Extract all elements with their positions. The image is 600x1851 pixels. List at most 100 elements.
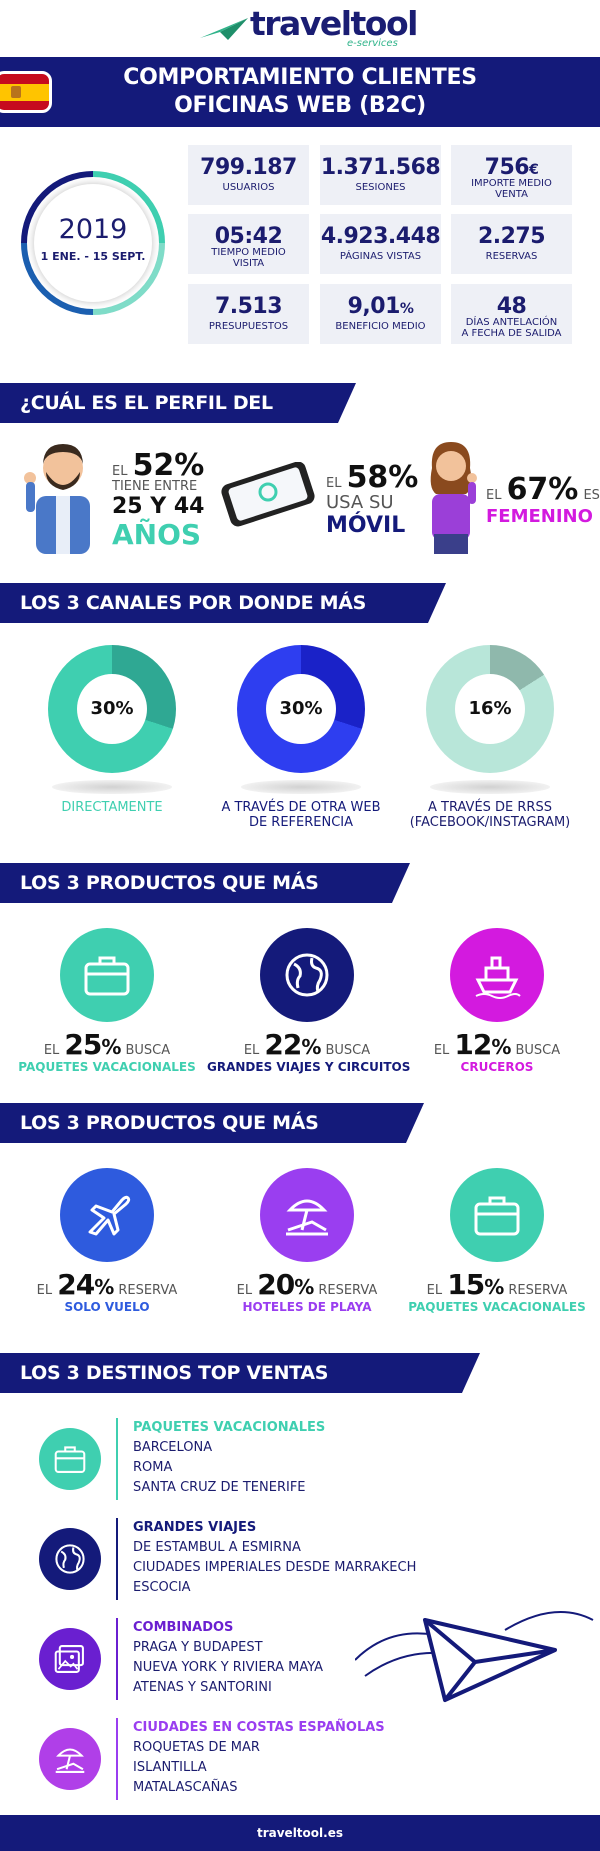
period-range: 1 ENE. - 15 SEPT.	[40, 250, 146, 263]
stat-label: BENEFICIO MEDIO	[320, 321, 441, 332]
searched-product-name: GRANDES VIAJES Y CIRCUITOS	[207, 1060, 411, 1074]
channel-label: A TRAVÉS DE RRSS (FACEBOOK/INSTAGRAM)	[390, 800, 590, 830]
man-illustration-icon	[24, 444, 90, 554]
stat-label: PÁGINAS VISTAS	[320, 251, 441, 262]
channel-label-line1: DIRECTAMENTE	[61, 800, 163, 815]
logo-brand: traveltool	[250, 4, 418, 43]
stat-label-line1: USUARIOS	[222, 182, 275, 193]
destination-item: PRAGA Y BUDAPEST	[133, 1640, 263, 1655]
destination-item: MATALASCAÑAS	[133, 1780, 238, 1795]
destination-group-title: PAQUETES VACACIONALES	[133, 1420, 326, 1435]
stat-value-unit: €	[529, 162, 539, 178]
suitcase-icon	[474, 1196, 520, 1236]
channel-label-line1: A TRAVÉS DE OTRA WEB	[221, 800, 381, 815]
channel-donut: 30%	[237, 645, 365, 773]
profile-age-text3: AÑOS	[112, 518, 202, 551]
pct-number-value: 15	[447, 1268, 485, 1301]
stat-label-line1: TIEMPO MEDIO	[211, 247, 286, 258]
destination-circle	[39, 1528, 101, 1590]
pct-number: 15%	[447, 1268, 504, 1301]
destination-circle	[39, 1728, 101, 1790]
stat-box: 48 DÍAS ANTELACIÓN A FECHA DE SALIDA	[451, 284, 572, 344]
stat-label-line1: IMPORTE MEDIO	[471, 178, 552, 189]
pct-number-value: 20	[257, 1268, 295, 1301]
header-title-line1: COMPORTAMIENTO CLIENTES	[123, 65, 477, 90]
pct-number-value: 22	[264, 1028, 302, 1061]
pct-number: 12%	[454, 1028, 511, 1061]
destination-divider	[116, 1718, 118, 1800]
channel-label: A TRAVÉS DE OTRA WEB DE REFERENCIA	[201, 800, 401, 830]
booked-product-name: SOLO VUELO	[64, 1300, 150, 1314]
header-band: COMPORTAMIENTO CLIENTES OFICINAS WEB (B2…	[0, 57, 600, 127]
stat-value: 9,01%	[320, 294, 441, 319]
photos-icon	[54, 1645, 84, 1673]
pct-verb: BUSCA	[125, 1043, 171, 1058]
profile-age-text1: TIENE ENTRE	[112, 479, 198, 494]
stat-box: 4.923.448 PÁGINAS VISTAS	[320, 214, 441, 274]
stat-label: TIEMPO MEDIO VISITA	[188, 247, 309, 269]
pct-el: EL	[433, 1043, 450, 1058]
stat-value: 4.923.448	[320, 224, 441, 249]
stat-label-line1: RESERVAS	[485, 251, 538, 262]
profile-mobile-text2: MÓVIL	[326, 513, 406, 538]
period-ring-inner: 2019 1 ENE. - 15 SEPT.	[34, 184, 152, 302]
destination-item: ISLANTILLA	[133, 1760, 207, 1775]
profile-female-es: ES	[583, 488, 600, 503]
header-title-line2: OFICINAS WEB (B2C)	[174, 93, 426, 118]
destination-divider	[116, 1618, 118, 1700]
pct-number-value: 24	[57, 1268, 95, 1301]
stat-label-line2: A FECHA DE SALIDA	[461, 328, 562, 339]
booked-pct-line: EL 24% RESERVA	[7, 1268, 207, 1301]
searched-product-circle	[450, 928, 544, 1022]
destination-item: NUEVA YORK Y RIVIERA MAYA	[133, 1660, 324, 1675]
stat-label-line1: SESIONES	[355, 182, 406, 193]
stat-value: 756€	[451, 155, 572, 180]
destination-group-title: GRANDES VIAJES	[133, 1520, 257, 1535]
pct-verb: RESERVA	[118, 1283, 178, 1298]
logo: traveltool e-services	[0, 0, 600, 56]
section-header-channels: LOS 3 CANALES POR DONDE MÁS ENTRAN	[0, 583, 446, 654]
destination-circle	[39, 1628, 101, 1690]
stat-box: 7.513 PRESUPUESTOS	[188, 284, 309, 344]
stat-label: RESERVAS	[451, 251, 572, 262]
stat-label-line1: PRESUPUESTOS	[208, 321, 289, 332]
profile-female-pct: 67%	[506, 472, 579, 507]
pct-number: 22%	[264, 1028, 321, 1061]
logo-subtitle: e-services	[347, 38, 398, 49]
footer-link[interactable]: traveltool.es	[256, 1826, 343, 1840]
destination-item: SANTA CRUZ DE TENERIFE	[133, 1480, 306, 1495]
searched-product-circle	[60, 928, 154, 1022]
pct-number-sign: %	[94, 1275, 114, 1299]
channel-shadow	[430, 780, 550, 794]
stat-value-number: 05:42	[214, 224, 283, 249]
booked-pct-line: EL 20% RESERVA	[207, 1268, 407, 1301]
profile-mobile-block: EL 58%	[326, 460, 418, 495]
searched-pct-line: EL 25% BUSCA	[7, 1028, 207, 1061]
period-year: 2019	[58, 214, 128, 245]
stat-value: 2.275	[451, 224, 572, 249]
destination-item: CIUDADES IMPERIALES DESDE MARRAKECH	[133, 1560, 417, 1575]
beach-icon	[55, 1748, 85, 1773]
pct-verb: BUSCA	[515, 1043, 561, 1058]
destination-item: ROMA	[133, 1460, 173, 1475]
profile-female-el: EL	[486, 488, 502, 503]
booked-product-circle	[60, 1168, 154, 1262]
stat-value-number: 9,01	[347, 294, 401, 319]
stat-box: 2.275 RESERVAS	[451, 214, 572, 274]
profile-age-text2: 25 Y 44	[112, 494, 205, 519]
ship-icon	[475, 956, 521, 999]
booked-product-circle	[450, 1168, 544, 1262]
channel-label-line2: DE REFERENCIA	[248, 815, 354, 830]
booked-pct-line: EL 15% RESERVA	[397, 1268, 597, 1301]
stat-value: 799.187	[188, 155, 309, 180]
paper-plane-logo-icon	[200, 18, 248, 40]
destination-divider	[116, 1418, 118, 1500]
period-ring: 2019 1 ENE. - 15 SEPT.	[20, 170, 166, 316]
plane-icon	[88, 1195, 131, 1236]
profile-mobile-text1: USA SU	[326, 492, 394, 513]
stat-value-number: 799.187	[200, 155, 297, 180]
destination-item: ATENAS Y SANTORINI	[133, 1680, 272, 1695]
globe-icon	[285, 953, 329, 997]
stat-label-line1: PÁGINAS VISTAS	[339, 251, 422, 262]
pct-number: 25%	[64, 1028, 121, 1061]
